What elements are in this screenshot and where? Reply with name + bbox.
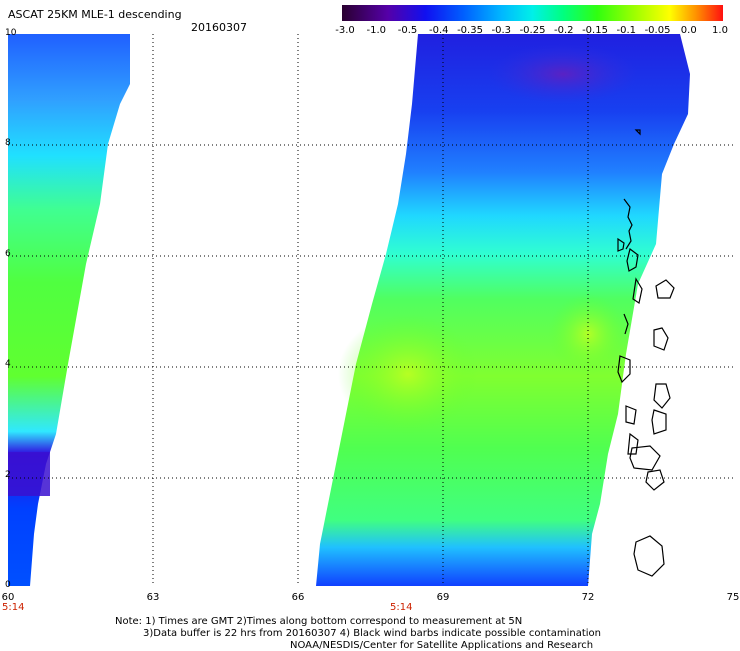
y-tick-label: 2 (5, 469, 11, 480)
colorbar-label: -0.3 (491, 25, 512, 36)
colorbar-label: -0.35 (457, 25, 483, 36)
colorbar-label: -0.1 (616, 25, 637, 36)
colorbar-label: -3.0 (335, 25, 355, 36)
map-date: 20160307 (191, 21, 247, 34)
x-tick-label: 75 (726, 592, 740, 603)
x-tick-label: 66 (291, 592, 305, 603)
y-tick-label: 0 (5, 580, 11, 590)
x-tick-label: 72 (581, 592, 595, 603)
note-line-2: 3)Data buffer is 22 hrs from 20160307 4)… (143, 628, 601, 639)
y-tick-label: 10 (5, 28, 17, 38)
x-tick-label: 60 (1, 592, 15, 603)
map-title: ASCAT 25KM MLE-1 descending (8, 8, 182, 21)
time-label: 5:14 (2, 602, 25, 613)
map-area (8, 34, 733, 586)
colorbar-label: -0.5 (397, 25, 418, 36)
swath-left (8, 34, 130, 586)
x-tick-label: 63 (146, 592, 160, 603)
colorbar (342, 5, 723, 21)
y-tick-label: 8 (5, 138, 11, 149)
grid-lines (8, 34, 733, 586)
colorbar-label: -0.2 (553, 25, 574, 36)
colorbar-label: -0.05 (644, 25, 671, 36)
colorbar-label: -0.15 (582, 25, 608, 36)
colorbar-label: -0.4 (428, 25, 449, 36)
swath-right (316, 34, 690, 586)
y-tick-label: 6 (5, 248, 11, 259)
colorbar-label: -1.0 (366, 25, 387, 36)
note-line-1: Note: 1) Times are GMT 2)Times along bot… (115, 616, 523, 627)
time-label: 5:14 (390, 602, 413, 613)
colorbar-label: 1.0 (712, 25, 728, 36)
y-tick-label: 4 (5, 359, 11, 370)
island-outlines (617, 129, 675, 577)
x-tick-label: 69 (436, 592, 450, 603)
note-line-3: NOAA/NESDIS/Center for Satellite Applica… (290, 640, 594, 651)
colorbar-label: 0.0 (680, 25, 697, 36)
colorbar-label: -0.25 (519, 25, 546, 36)
